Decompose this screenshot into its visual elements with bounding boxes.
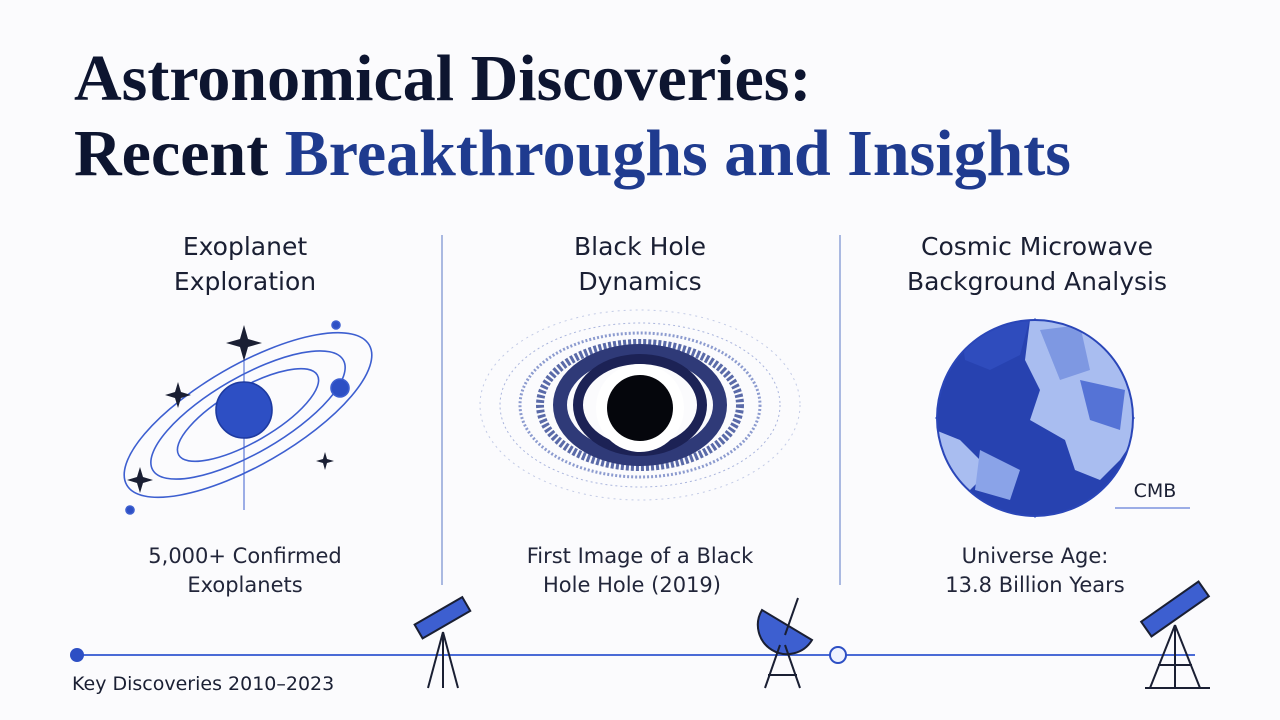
caption: 13.8 Billion Years xyxy=(945,573,1124,597)
title-line-1: Astronomical Discoveries: xyxy=(74,42,811,115)
caption: Hole Hole (2019) xyxy=(543,573,721,597)
column-heading: Exploration xyxy=(174,267,316,296)
timeline-dot xyxy=(829,646,847,664)
caption: First Image of a Black xyxy=(527,544,754,568)
column-heading: Background Analysis xyxy=(907,267,1167,296)
column-heading: Dynamics xyxy=(578,267,701,296)
exoplanet-illustration xyxy=(123,320,373,515)
black-hole-illustration xyxy=(479,309,801,501)
radio-dish-icon xyxy=(756,597,814,689)
title-line-2: Recent Breakthroughs and Insights xyxy=(74,117,1071,190)
caption: 5,000+ Confirmed xyxy=(148,544,341,568)
cmb-label: CMB xyxy=(1134,480,1177,502)
column-heading: Cosmic Microwave xyxy=(921,232,1153,261)
title-accent: Breakthroughs and Insights xyxy=(285,117,1071,190)
cmb-illustration xyxy=(935,318,1190,518)
column-heading: Exoplanet xyxy=(183,232,307,261)
telescope-icon xyxy=(413,595,472,689)
column-heading: Black Hole xyxy=(574,232,706,261)
telescope-icon xyxy=(1139,580,1211,689)
timeline-dot xyxy=(70,648,84,662)
caption: Universe Age: xyxy=(962,544,1109,568)
caption: Exoplanets xyxy=(187,573,302,597)
timeline-label: Key Discoveries 2010–2023 xyxy=(72,673,334,695)
title-start: Recent xyxy=(74,117,268,190)
